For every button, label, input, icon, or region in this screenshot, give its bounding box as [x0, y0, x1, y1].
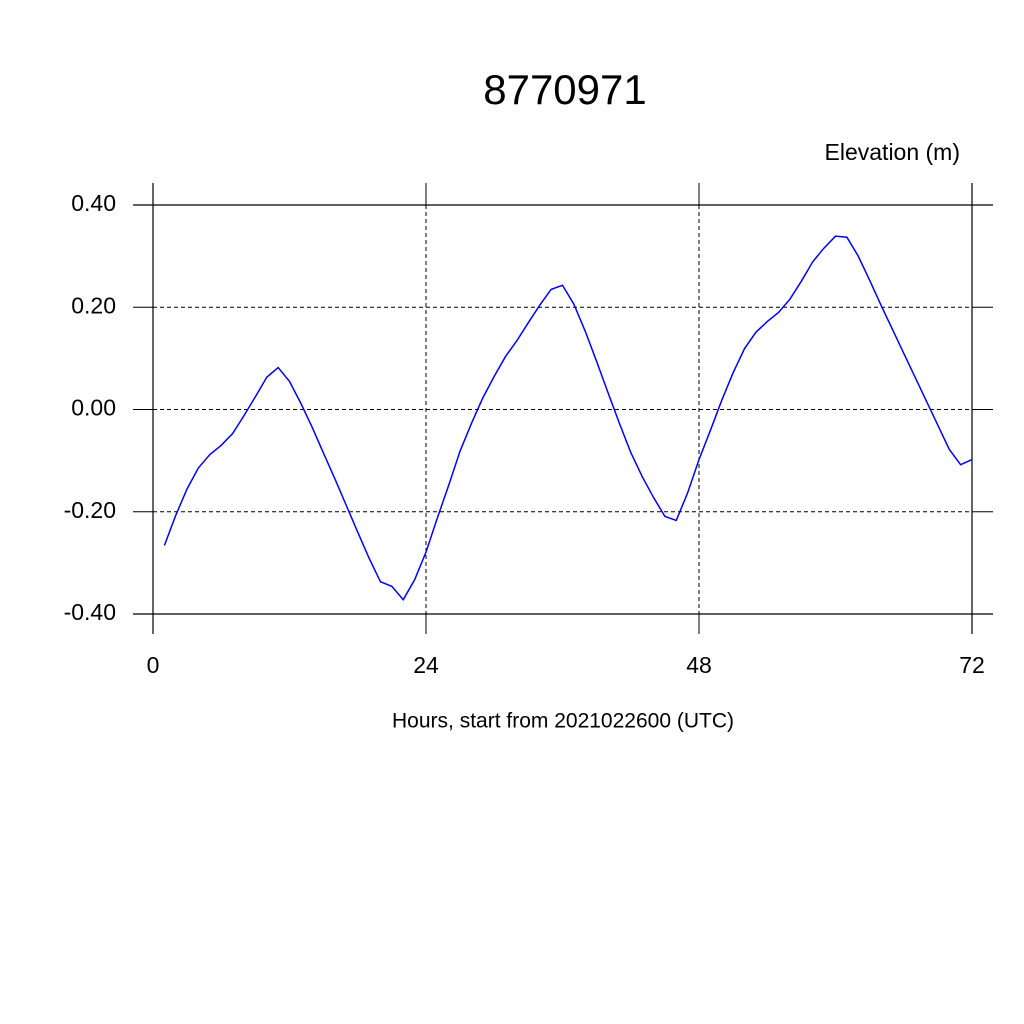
y-tick-label: -0.20 — [64, 497, 116, 523]
x-axis-label: Hours, start from 2021022600 (UTC) — [392, 710, 734, 733]
x-tick-label: 48 — [686, 652, 712, 678]
x-tick-label: 0 — [147, 652, 160, 678]
x-tick-label: 24 — [413, 652, 439, 678]
y-tick-label: 0.00 — [71, 395, 116, 421]
y-axis-label: Elevation (m) — [825, 139, 960, 165]
chart-title: 8770971 — [483, 66, 647, 113]
x-tick-label: 72 — [959, 652, 985, 678]
y-tick-label: 0.20 — [71, 292, 116, 318]
y-tick-label: -0.40 — [64, 599, 116, 625]
y-tick-label: 0.40 — [71, 190, 116, 216]
data-line — [163, 235, 973, 601]
